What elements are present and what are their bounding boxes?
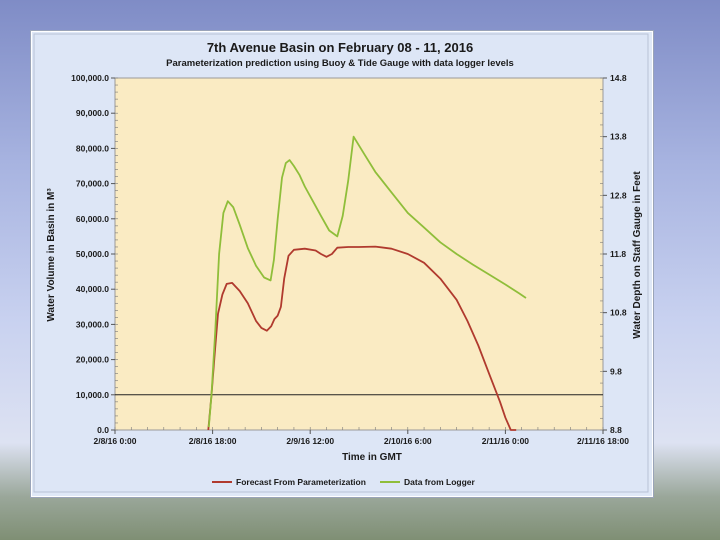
x-tick-label: 2/11/16 0:00 — [482, 436, 530, 446]
y-left-tick-label: 60,000.0 — [76, 214, 109, 224]
y-right-tick-label: 8.8 — [610, 425, 622, 435]
y-left-tick-label: 70,000.0 — [76, 179, 109, 189]
legend-label-forecast: Forecast From Parameterization — [236, 477, 366, 487]
chart-title: 7th Avenue Basin on February 08 - 11, 20… — [207, 40, 473, 55]
y-right-tick-label: 10.8 — [610, 308, 627, 318]
x-tick-label: 2/8/16 18:00 — [189, 436, 237, 446]
y-left-tick-label: 30,000.0 — [76, 319, 109, 329]
y-right-tick-label: 11.8 — [610, 249, 626, 259]
y-axis-left-label: Water Volume in Basin in M³ — [46, 188, 57, 322]
y-left-tick-label: 80,000.0 — [76, 143, 109, 153]
y-axis-right-label: Water Depth on Staff Gauge in Feet — [632, 171, 643, 339]
x-axis-label: Time in GMT — [342, 452, 402, 463]
x-tick-label: 2/8/16 0:00 — [93, 436, 136, 446]
y-right-tick-label: 14.8 — [610, 73, 627, 83]
x-tick-label: 2/11/16 18:00 — [577, 436, 629, 446]
y-left-tick-label: 50,000.0 — [76, 249, 109, 259]
chart-subtitle: Parameterization prediction using Buoy &… — [166, 58, 514, 69]
y-right-tick-label: 13.8 — [610, 132, 627, 142]
y-left-tick-label: 100,000.0 — [71, 73, 109, 83]
legend-label-logger: Data from Logger — [404, 477, 476, 487]
x-tick-label: 2/10/16 6:00 — [384, 436, 432, 446]
y-left-tick-label: 20,000.0 — [76, 355, 109, 365]
plot-area — [114, 77, 604, 431]
y-left-tick-label: 90,000.0 — [76, 108, 109, 118]
legend: Forecast From Parameterization Data from… — [212, 477, 476, 487]
x-tick-label: 2/9/16 12:00 — [286, 436, 334, 446]
y-right-tick-label: 12.8 — [610, 190, 627, 200]
series-line-forecast — [207, 245, 517, 431]
y-right-tick-label: 9.8 — [610, 366, 622, 376]
y-left-tick-label: 40,000.0 — [76, 284, 109, 294]
y-left-tick-label: 0.0 — [97, 425, 109, 435]
y-left-tick-label: 10,000.0 — [76, 390, 109, 400]
series-line-logger — [207, 135, 527, 428]
